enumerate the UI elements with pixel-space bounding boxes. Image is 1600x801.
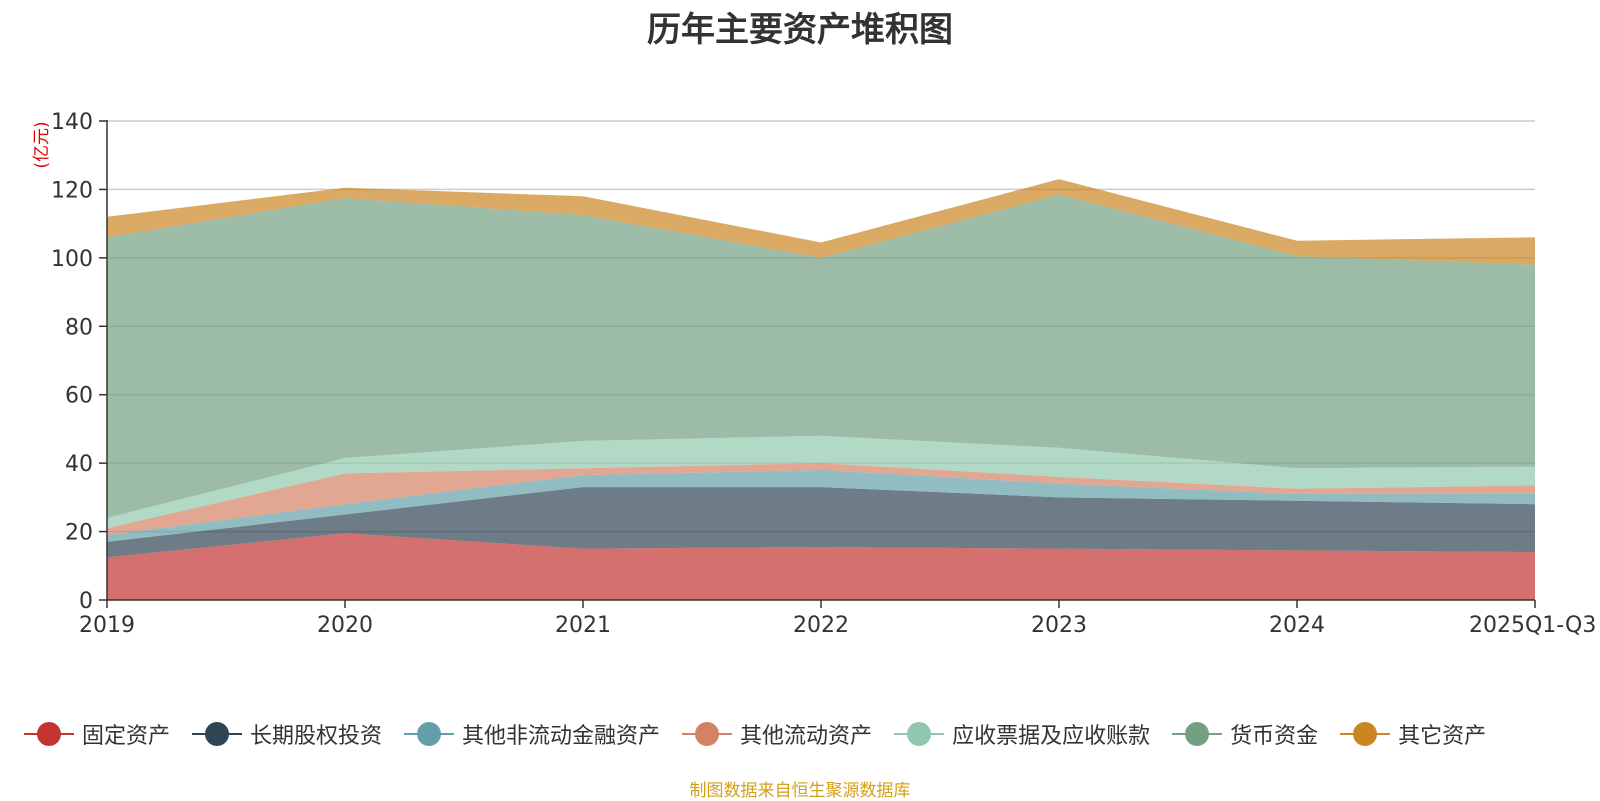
y-tick-label: 120 xyxy=(51,178,93,203)
area-series-1[interactable] xyxy=(107,533,1535,600)
y-tick-label: 60 xyxy=(65,384,93,409)
y-tick-label: 140 xyxy=(51,110,93,135)
legend-marker-icon xyxy=(1172,722,1223,746)
legend-label: 其他非流动金融资产 xyxy=(462,724,661,749)
legend-item-1[interactable]: 固定资产 xyxy=(24,718,170,750)
x-tick-label: 2023 xyxy=(1031,613,1087,638)
legend-marker-icon xyxy=(682,722,733,746)
legend-item-4[interactable]: 其他流动资产 xyxy=(682,718,872,750)
legend-item-7[interactable]: 其它资产 xyxy=(1340,718,1486,750)
x-tick-label: 2022 xyxy=(793,613,849,638)
legend-label: 其它资产 xyxy=(1398,724,1487,749)
source-note: 制图数据来自恒生聚源数据库 xyxy=(689,781,911,801)
legend-label: 其他流动资产 xyxy=(740,724,873,749)
legend-marker-icon xyxy=(894,722,945,746)
y-tick-label: 0 xyxy=(79,589,93,614)
chart-title: 历年主要资产堆积图 xyxy=(647,10,953,50)
legend-label: 长期股权投资 xyxy=(250,724,383,749)
legend-item-6[interactable]: 货币资金 xyxy=(1172,718,1318,750)
area-series-5[interactable] xyxy=(107,435,1535,529)
x-tick-label: 2019 xyxy=(79,613,135,638)
y-tick-label: 100 xyxy=(51,247,93,272)
y-tick-label: 20 xyxy=(65,521,93,546)
x-tick-label: 2020 xyxy=(317,613,373,638)
area-series-6[interactable] xyxy=(107,194,1535,518)
axes: 0 20 40 60 80 100 120 140 2019 2020 2021 2022 2023 20… xyxy=(51,110,1596,638)
x-tick-label: 2025Q1-Q3 xyxy=(1469,613,1596,638)
legend-item-3[interactable]: 其他非流动金融资产 xyxy=(404,718,660,750)
x-tick-label: 2024 xyxy=(1269,613,1325,638)
legend-marker-icon xyxy=(192,722,243,746)
area-series-3[interactable] xyxy=(107,469,1535,542)
y-tick-label: 40 xyxy=(65,452,93,477)
area-series-4[interactable] xyxy=(107,463,1535,535)
legend: 固定资产 长期股权投资 其他非流动金融资产 其他流动资产 应收票据及应收账款 货币资金 其它… xyxy=(24,714,1508,754)
y-tick-label: 80 xyxy=(65,315,93,340)
legend-marker-icon xyxy=(24,722,74,746)
legend-label: 应收票据及应收账款 xyxy=(952,724,1151,749)
area-series-2[interactable] xyxy=(107,487,1535,558)
legend-item-2[interactable]: 长期股权投资 xyxy=(192,718,382,750)
legend-marker-icon xyxy=(404,722,455,746)
area-series-7[interactable] xyxy=(107,179,1535,265)
legend-label: 固定资产 xyxy=(82,724,171,749)
area-series xyxy=(107,179,1535,600)
legend-marker-icon xyxy=(1340,722,1391,746)
x-tick-label: 2021 xyxy=(555,613,611,638)
legend-label: 货币资金 xyxy=(1230,724,1319,749)
legend-item-5[interactable]: 应收票据及应收账款 xyxy=(894,718,1150,750)
y-axis-unit-label: (亿元) xyxy=(32,121,52,168)
